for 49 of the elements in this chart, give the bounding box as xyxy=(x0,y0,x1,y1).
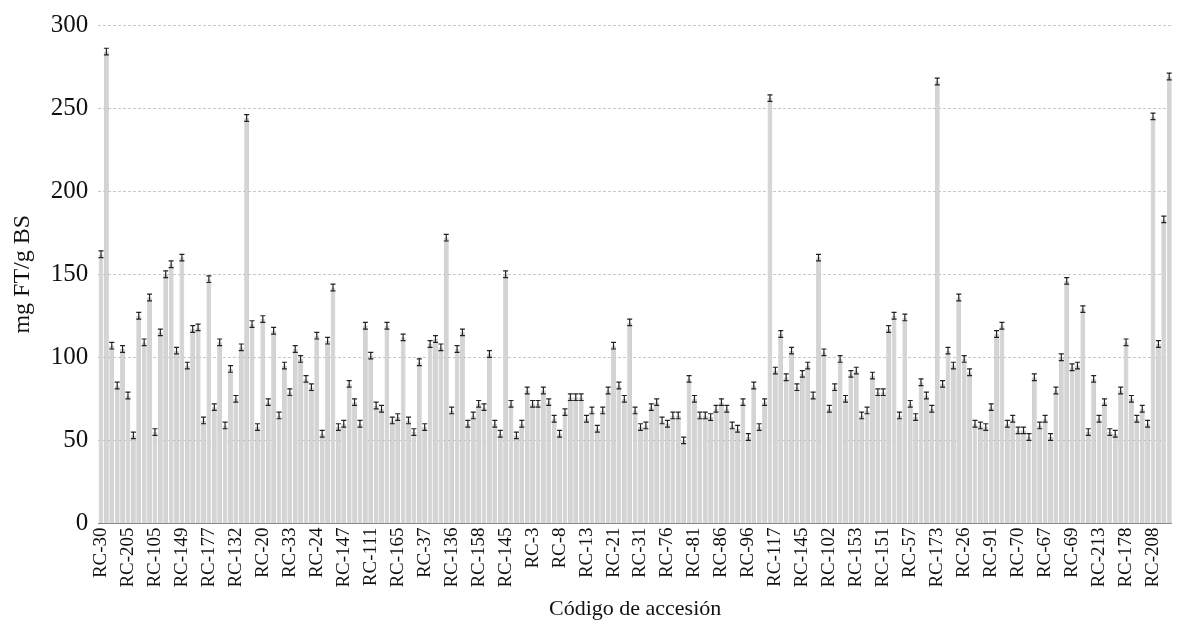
x-tick-label: RC-86 xyxy=(709,527,731,579)
x-tick-label: RC-153 xyxy=(844,527,866,588)
x-tick-label: RC-205 xyxy=(115,527,137,588)
x-tick-label: RC-145 xyxy=(790,527,812,588)
x-tick-label: RC-132 xyxy=(223,527,245,588)
x-tick-label: RC-57 xyxy=(898,527,920,579)
x-tick-label: RC-91 xyxy=(979,527,1001,579)
x-tick-label: RC-76 xyxy=(655,527,677,579)
x-tick-label: RC-145 xyxy=(493,527,515,588)
x-tick-label: RC-70 xyxy=(1006,527,1028,579)
x-tick-label: RC-147 xyxy=(331,527,353,588)
x-tick-label: RC-151 xyxy=(871,527,893,588)
x-tick-label: RC-3 xyxy=(520,527,542,569)
x-tick-label: RC-67 xyxy=(1033,527,1055,579)
x-tick-label: RC-158 xyxy=(466,527,488,588)
y-tick-label: 0 xyxy=(75,507,89,535)
x-axis-title: Código de accesión xyxy=(548,594,722,620)
y-tick-label: 200 xyxy=(50,175,89,203)
x-tick-label: RC-136 xyxy=(439,527,461,588)
y-tick-label: 150 xyxy=(50,258,89,286)
x-tick-label: RC-149 xyxy=(169,527,191,588)
x-tick-label: RC-37 xyxy=(412,527,434,579)
x-tick-label: RC-178 xyxy=(1114,527,1136,588)
x-tick-label: RC-96 xyxy=(736,527,758,579)
y-tick-label: 50 xyxy=(63,424,89,452)
x-tick-label: RC-8 xyxy=(547,527,569,569)
x-tick-label: RC-30 xyxy=(88,527,110,579)
x-tick-label: RC-33 xyxy=(277,527,299,579)
x-tick-label: RC-173 xyxy=(925,527,947,588)
x-tick-label: RC-117 xyxy=(763,527,785,587)
x-tick-label: RC-20 xyxy=(250,527,272,579)
x-tick-label: RC-177 xyxy=(196,527,218,588)
x-tick-label: RC-208 xyxy=(1140,527,1162,588)
x-tick-label: RC-21 xyxy=(601,527,623,579)
x-tick-label: RC-69 xyxy=(1060,527,1082,579)
x-tick-label: RC-24 xyxy=(304,526,326,579)
x-tick-label: RC-13 xyxy=(574,527,596,579)
y-tick-label: 300 xyxy=(50,9,89,37)
x-tick-label: RC-26 xyxy=(952,527,974,579)
x-tick-label: RC-102 xyxy=(817,527,839,588)
x-tick-label: RC-105 xyxy=(142,527,164,588)
x-tick-label: RC-111 xyxy=(358,527,380,587)
x-tick-label: RC-213 xyxy=(1087,527,1109,588)
y-tick-label: 250 xyxy=(50,92,89,120)
x-tick-label: RC-165 xyxy=(385,527,407,588)
x-tick-label: RC-81 xyxy=(682,527,704,579)
x-tick-label: RC-31 xyxy=(628,527,650,579)
y-tick-label: 100 xyxy=(50,341,89,369)
y-axis-title: mg FT/g BS xyxy=(7,214,34,334)
